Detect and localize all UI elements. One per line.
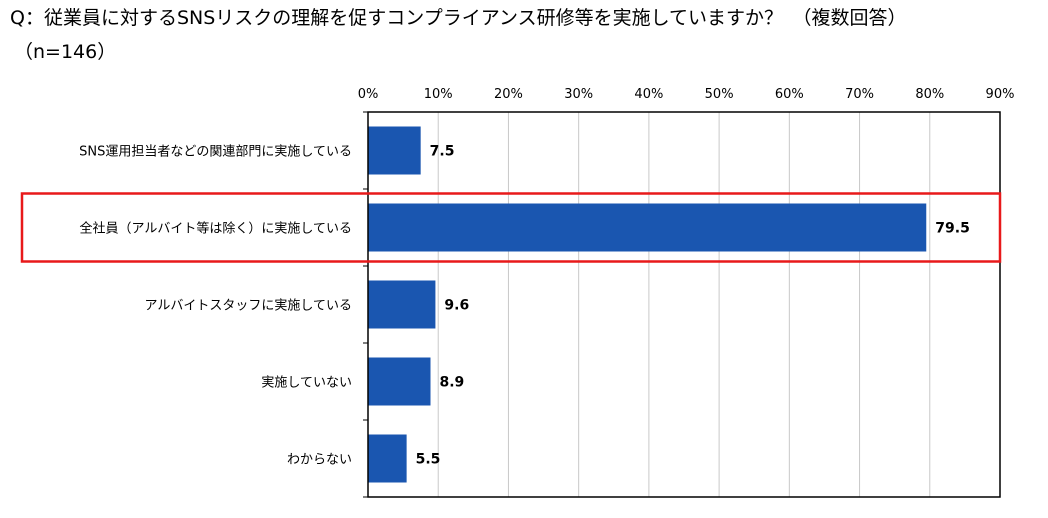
- x-tick-label: 60%: [775, 87, 804, 102]
- x-tick-label: 50%: [705, 87, 734, 102]
- data-label: 9.6: [444, 298, 469, 314]
- data-label: 79.5: [935, 221, 970, 237]
- bar: [368, 203, 927, 252]
- category-label: 全社員（アルバイト等は除く）に実施している: [80, 221, 352, 237]
- x-tick-label: 40%: [634, 87, 663, 102]
- plot-frame: [367, 111, 1001, 498]
- data-label: 7.5: [430, 144, 455, 160]
- x-tick-label: 70%: [845, 87, 874, 102]
- x-tick-label: 90%: [986, 87, 1015, 102]
- category-label: 実施していない: [261, 375, 352, 391]
- data-label: 5.5: [416, 452, 441, 468]
- bar: [368, 434, 407, 483]
- category-label: アルバイトスタッフに実施している: [145, 298, 352, 314]
- x-tick-label: 80%: [915, 87, 944, 102]
- chart-subtitle: （n=146）: [14, 41, 117, 63]
- x-tick-label: 0%: [358, 87, 379, 102]
- x-tick-label: 30%: [564, 87, 593, 102]
- highlight-box: [20, 192, 1002, 263]
- bar: [368, 126, 421, 175]
- bar: [368, 357, 431, 406]
- category-label: わからない: [287, 453, 352, 468]
- chart-title: Q：従業員に対するSNSリスクの理解を促すコンプライアンス研修等を実施しています…: [10, 7, 907, 29]
- bar: [368, 280, 436, 329]
- data-label: 8.9: [439, 375, 464, 391]
- x-tick-label: 20%: [494, 87, 523, 102]
- x-tick-label: 10%: [424, 87, 453, 102]
- category-label: SNS運用担当者などの関連部門に実施している: [79, 144, 352, 160]
